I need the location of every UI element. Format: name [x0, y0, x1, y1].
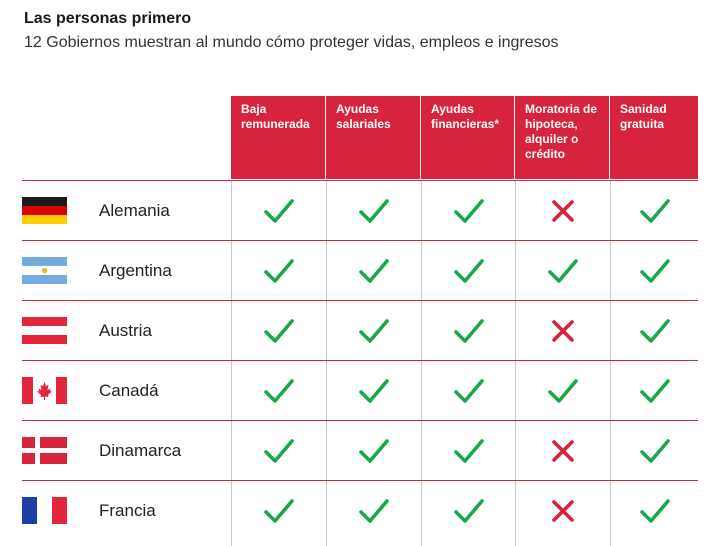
country-name: Francia [99, 501, 156, 520]
table-row: Alemania [22, 180, 698, 240]
check-icon [326, 241, 421, 300]
country-name: Argentina [99, 261, 172, 280]
table-row: Canadá [22, 360, 698, 420]
table-bottom-edge [231, 540, 698, 546]
check-icon [231, 421, 326, 480]
column-header-moratorium: Moratoria de hipoteca, alquiler o crédit… [515, 96, 610, 179]
cross-icon [515, 301, 610, 360]
check-icon [421, 181, 515, 240]
check-icon [610, 481, 698, 540]
cross-icon [515, 181, 610, 240]
check-icon [231, 481, 326, 540]
table-header: Baja remunerada Ayudas salariales Ayudas… [231, 96, 698, 179]
column-header-financial-aid: Ayudas financieras* [421, 96, 515, 179]
cross-icon [515, 421, 610, 480]
column-header-paid-leave: Baja remunerada [231, 96, 326, 179]
check-icon [326, 181, 421, 240]
check-icon [610, 241, 698, 300]
cross-icon [515, 481, 610, 540]
check-icon [326, 481, 421, 540]
argentina-flag [22, 257, 67, 284]
check-icon [610, 361, 698, 420]
table-body: Alemania Argentina Austria Canadá Dinamarca F… [22, 180, 698, 540]
check-icon [231, 361, 326, 420]
check-icon [231, 241, 326, 300]
table-row: Argentina [22, 240, 698, 300]
column-header-free-healthcare: Sanidad gratuita [610, 96, 698, 179]
france-flag [22, 497, 67, 524]
check-icon [421, 241, 515, 300]
table-row: Dinamarca [22, 420, 698, 480]
country-name: Austria [99, 321, 152, 340]
check-icon [421, 361, 515, 420]
check-icon [421, 421, 515, 480]
check-icon [326, 301, 421, 360]
denmark-flag [22, 437, 67, 464]
check-icon [326, 421, 421, 480]
check-icon [421, 301, 515, 360]
column-header-wage-subsidies: Ayudas salariales [326, 96, 421, 179]
country-name: Dinamarca [99, 441, 182, 460]
page-subtitle: 12 Gobiernos muestran al mundo cómo prot… [24, 34, 559, 51]
table-row: Francia [22, 480, 698, 540]
check-icon [231, 181, 326, 240]
germany-flag [22, 197, 67, 224]
check-icon [421, 481, 515, 540]
check-icon [231, 301, 326, 360]
check-icon [610, 301, 698, 360]
page-title: Las personas primero [24, 10, 192, 27]
check-icon [610, 181, 698, 240]
check-icon [515, 361, 610, 420]
austria-flag [22, 317, 67, 344]
country-name: Alemania [99, 201, 170, 220]
check-icon [515, 241, 610, 300]
canada-flag [22, 377, 67, 404]
check-icon [610, 421, 698, 480]
country-name: Canadá [99, 381, 159, 400]
table-row: Austria [22, 300, 698, 360]
check-icon [326, 361, 421, 420]
